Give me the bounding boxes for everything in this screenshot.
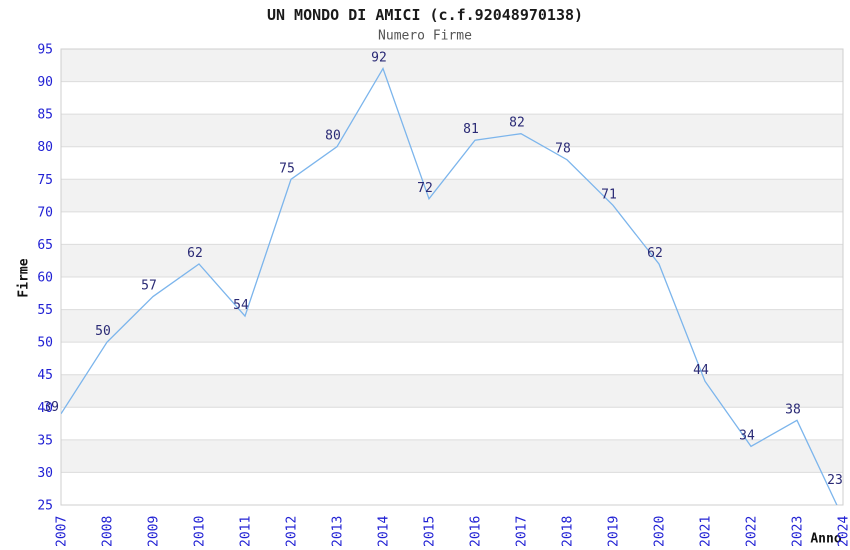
x-tick-label: 2015 [423,516,438,547]
x-tick-label: 2009 [147,516,162,547]
x-tick-label: 2017 [515,516,530,547]
plot-band [61,81,843,115]
y-tick-label: 55 [37,303,53,318]
data-point-label: 75 [279,161,295,176]
data-point-label: 23 [827,473,843,488]
y-tick-label: 40 [37,401,53,416]
x-tick-label: 2014 [377,516,392,547]
x-tick-label: 2016 [469,516,484,547]
data-point-label: 34 [739,428,755,443]
y-tick-label: 60 [37,271,53,286]
x-tick-label: 2024 [837,516,850,547]
plot-band [61,407,843,440]
series-line [61,67,838,505]
data-point-label: 44 [693,363,709,378]
data-point-label: 50 [95,324,111,339]
x-tick-label: 2022 [745,516,760,547]
x-tick-label: 2020 [653,516,668,547]
y-tick-label: 95 [37,43,53,58]
data-point-label: 92 [371,51,387,66]
plot-band [61,146,843,180]
plot-band [61,374,843,408]
data-point-label: 78 [555,142,571,157]
data-point-label: 71 [601,187,617,202]
x-tick-label: 2007 [55,516,70,547]
data-point-label: 81 [463,122,479,137]
y-tick-label: 80 [37,140,53,155]
data-point-label: 57 [141,279,157,294]
x-tick-label: 2008 [101,516,116,547]
y-tick-label: 65 [37,238,53,253]
data-point-label: 80 [325,129,341,144]
plot-band [61,277,843,310]
y-tick-label: 50 [37,336,53,351]
y-tick-label: 35 [37,433,53,448]
plot-band [61,114,843,147]
data-point-label: 72 [417,181,433,196]
plot-band [61,49,843,82]
data-point-label: 54 [233,298,249,313]
plot-band [61,179,843,212]
plot-band [61,211,843,245]
plot-band [61,309,843,343]
y-tick-label: 70 [37,205,53,220]
x-tick-label: 2018 [561,516,576,547]
data-point-label: 62 [187,246,203,261]
x-tick-label: 2011 [239,516,254,547]
chart-subtitle: Numero Firme [378,28,472,44]
data-point-label: 39 [43,400,59,415]
x-tick-label: 2010 [193,516,208,547]
data-point-label: 82 [509,116,525,131]
y-tick-label: 25 [37,499,53,514]
y-tick-label: 75 [37,173,53,188]
plot-band [61,439,843,473]
x-tick-label: 2012 [285,516,300,547]
plot-band [61,472,843,505]
y-tick-label: 90 [37,75,53,90]
y-tick-label: 85 [37,108,53,123]
y-tick-label: 45 [37,368,53,383]
plot-border [60,48,844,506]
x-tick-label: 2019 [607,516,622,547]
data-point-label: 62 [647,246,663,261]
x-axis-title: Anno [810,531,842,547]
plot-band [61,244,843,277]
y-tick-label: 30 [37,466,53,481]
x-tick-label: 2021 [699,516,714,547]
x-tick-label: 2023 [791,516,806,547]
plot-band [61,342,843,375]
x-tick-label: 2013 [331,516,346,547]
data-point-label: 38 [785,402,801,417]
chart-title: UN MONDO DI AMICI (c.f.92048970138) [266,6,584,24]
